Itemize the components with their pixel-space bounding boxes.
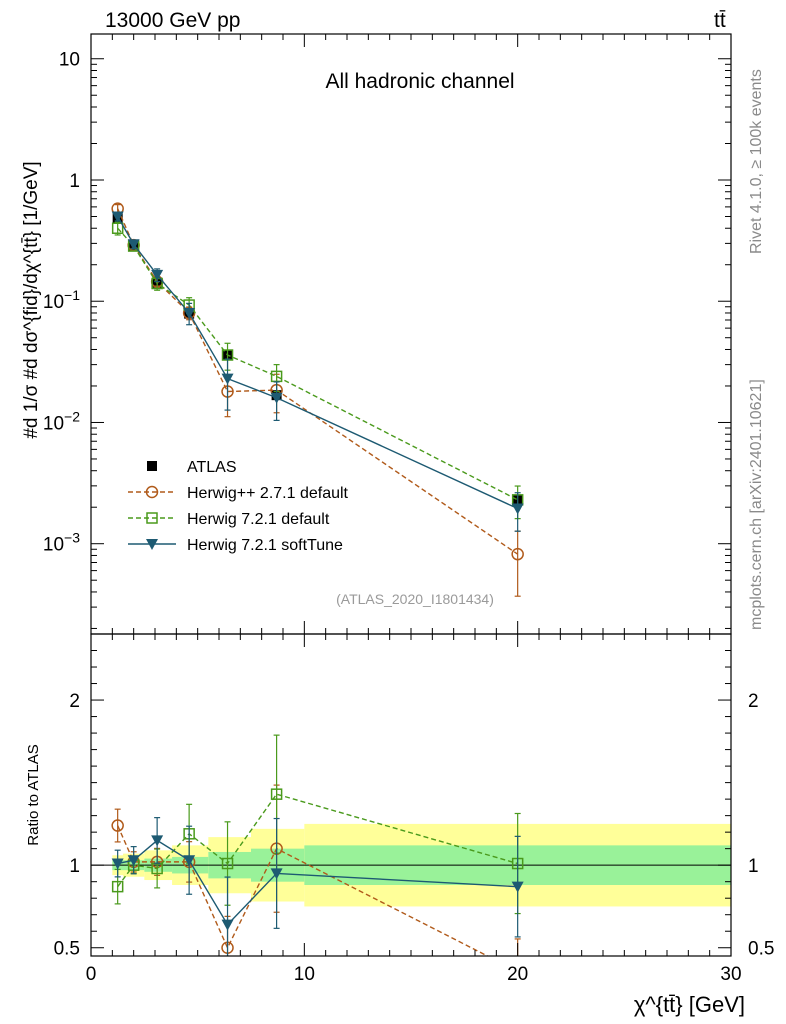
series-3-point-0 (111, 211, 124, 223)
legend-label-0: ATLAS (187, 459, 237, 476)
process-label: tt̄ (714, 9, 726, 32)
chart-title: All hadronic channel (325, 70, 514, 93)
series-3-point-1 (127, 239, 140, 251)
ratio-tick-label-right: 1 (748, 856, 759, 877)
y-tick-label: 10 (59, 50, 80, 71)
ratio-2-point-0 (111, 880, 124, 893)
series-line-3 (117, 216, 518, 510)
legend-marker-0 (147, 461, 157, 471)
main-series (111, 202, 524, 597)
ratio-3-point-2 (151, 835, 164, 847)
ratio-axis-label: Ratio to ATLAS (25, 744, 42, 845)
ratio-tick-label-right: 0.5 (748, 939, 774, 960)
legend-marker-3 (146, 539, 158, 550)
legend-marker-1 (145, 485, 159, 499)
ratio-tick-label: 1 (69, 856, 80, 877)
ratio-3-point-1 (127, 855, 140, 867)
y-axis-label: #d 1/σ #d dσ^{fid}/dχ^{tt̄} [1/GeV] (21, 161, 42, 438)
ratio-3-point-0 (111, 858, 124, 870)
ratio-2-point-4 (221, 857, 234, 870)
ratio-2-point-5 (270, 788, 283, 800)
series-3-point-6 (511, 503, 524, 515)
x-tick-label: 20 (507, 964, 528, 985)
series-line-2 (117, 227, 518, 501)
ratio-3-point-4 (221, 919, 234, 931)
x-tick-label: 0 (86, 964, 97, 985)
y-tick-label: 10−3 (43, 530, 80, 556)
legend-label-3: Herwig 7.2.1 softTune (187, 537, 343, 554)
energy-label: 13000 GeV pp (105, 9, 240, 32)
y-tick-label: 1 (69, 171, 80, 192)
x-tick-label: 10 (294, 964, 315, 985)
series-1-point-6 (511, 547, 524, 561)
ratio-series (91, 734, 731, 956)
ratio-3-point-3 (183, 855, 196, 867)
ratio-tick-label: 0.5 (54, 939, 80, 960)
analysis-tag: (ATLAS_2020_I1801434) (336, 591, 494, 607)
legend-label-1: Herwig++ 2.7.1 default (187, 485, 349, 502)
y-tick-label: 10−2 (43, 408, 80, 434)
rivet-label: Rivet 4.1.0, ≥ 100k events (748, 69, 765, 254)
ratio-3-point-5 (270, 868, 283, 880)
mcplots-label: mcplots.cern.ch [arXiv:2401.10621] (748, 379, 765, 630)
legend-marker-2 (146, 512, 158, 524)
series-3-point-2 (151, 269, 164, 281)
y-tick-label: 10−1 (43, 287, 80, 313)
legend: ATLAS Herwig++ 2.7.1 default Herwig 7.2.1 … (128, 459, 349, 554)
x-tick-label: 30 (720, 964, 741, 985)
ratio-1-point-0 (111, 819, 124, 832)
ratio-frame (90, 633, 732, 957)
axes: 0 10 20 30 10−3 10−2 10−1 1 10 0.5 0.5 1 1 2 2 (43, 33, 774, 985)
series-2-point-0 (111, 222, 124, 234)
series-3-point-5 (270, 392, 283, 404)
ratio-tick-label: 2 (69, 691, 80, 712)
ratio-tick-label-right: 2 (748, 691, 759, 712)
series-3-point-4 (221, 373, 234, 385)
legend-label-2: Herwig 7.2.1 default (187, 511, 330, 528)
series-3-point-3 (183, 307, 196, 319)
ratio-3-point-6 (511, 881, 524, 893)
x-axis-label: χ^{tt̄} [GeV] (634, 992, 745, 1017)
series-line-1 (117, 208, 519, 555)
